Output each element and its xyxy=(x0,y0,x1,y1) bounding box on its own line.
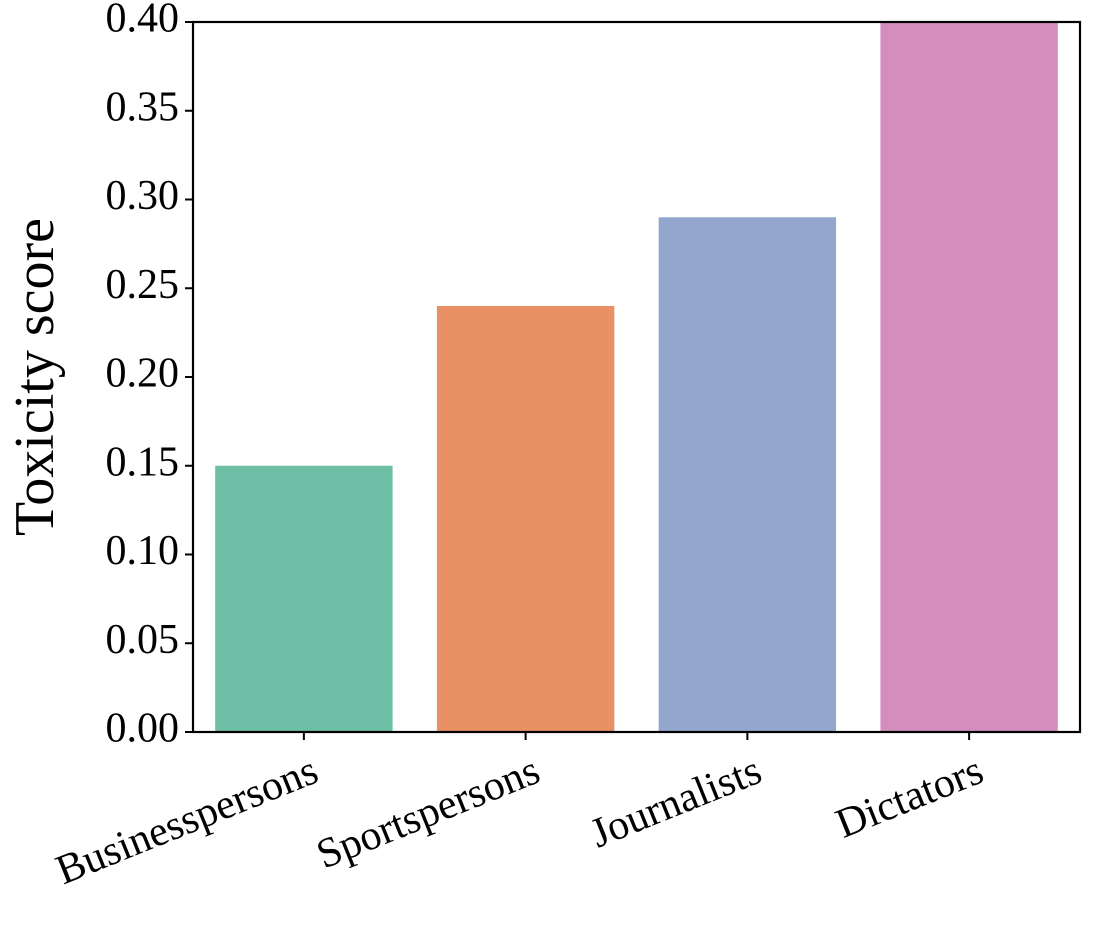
y-tick-label: 0.10 xyxy=(106,528,180,574)
x-tick-label: Businesspersons xyxy=(50,747,325,894)
bar xyxy=(659,217,836,732)
y-tick-label: 0.15 xyxy=(106,439,180,485)
y-tick-label: 0.20 xyxy=(106,351,180,397)
y-tick-label: 0.00 xyxy=(106,706,180,752)
y-tick-label: 0.30 xyxy=(106,173,180,219)
x-tick-label: Journalists xyxy=(584,747,768,857)
x-tick-label: Dictators xyxy=(830,747,990,847)
y-tick-label: 0.35 xyxy=(106,84,180,130)
chart-svg-canvas: 0.00 0.05 0.10 0.15 0.20 0.25 0.30 0.35 0.40 Busi… xyxy=(0,0,1120,940)
bar xyxy=(437,306,614,732)
bar xyxy=(880,22,1057,732)
y-axis-label: Toxicity score xyxy=(4,218,66,536)
y-tick-label: 0.05 xyxy=(106,617,180,663)
y-tick-label: 0.40 xyxy=(106,0,180,42)
x-tick-label: Sportspersons xyxy=(310,747,546,878)
y-tick-label: 0.25 xyxy=(106,262,180,308)
bar xyxy=(215,466,392,732)
toxicity-bar-chart: 0.00 0.05 0.10 0.15 0.20 0.25 0.30 0.35 0.40 Busi… xyxy=(0,0,1120,940)
